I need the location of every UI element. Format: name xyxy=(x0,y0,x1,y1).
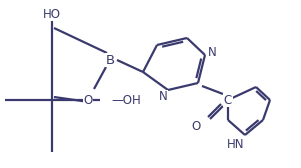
Text: —OH: —OH xyxy=(111,94,141,107)
Text: HO: HO xyxy=(43,8,61,20)
Text: B: B xyxy=(105,53,115,67)
Text: C: C xyxy=(224,94,232,107)
Text: O: O xyxy=(191,120,201,134)
Text: O: O xyxy=(83,94,93,107)
Text: HN: HN xyxy=(227,138,245,152)
Text: N: N xyxy=(159,91,167,103)
Text: N: N xyxy=(208,46,216,58)
